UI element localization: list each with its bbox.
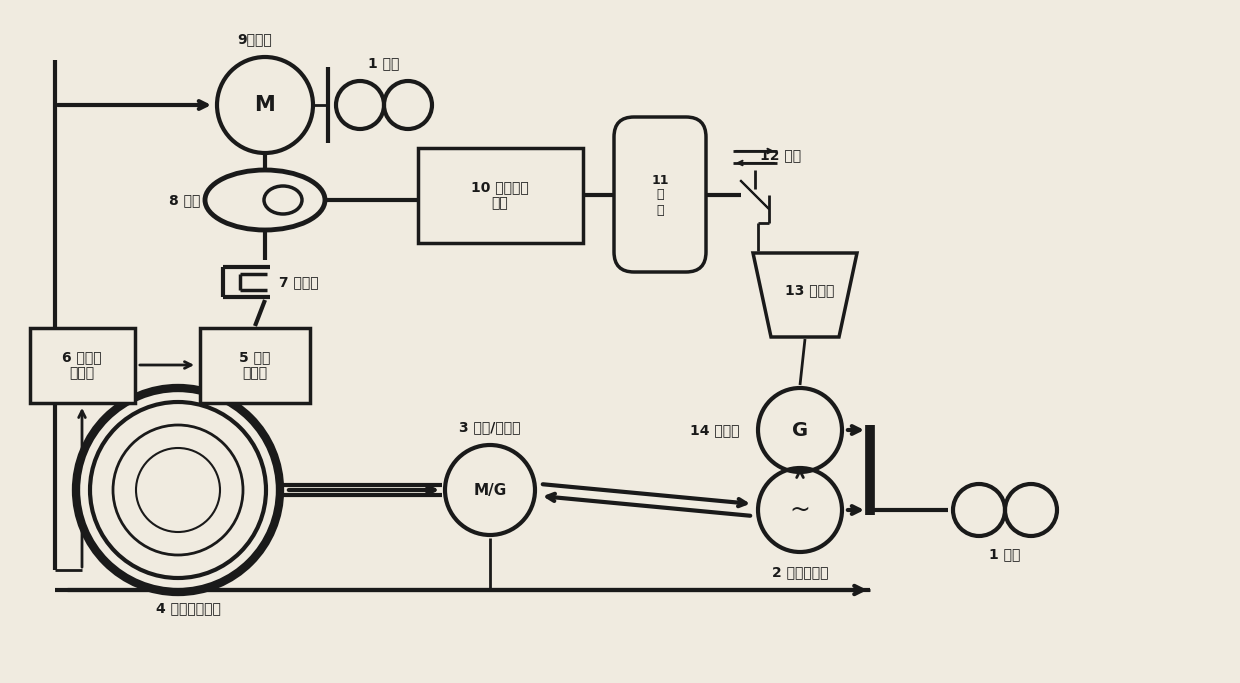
Text: 飞轮: 飞轮: [167, 481, 188, 499]
Text: 1 电网: 1 电网: [990, 547, 1021, 561]
Text: G: G: [792, 421, 808, 439]
Bar: [30, 328, 134, 402]
Text: 10 往复式压
气机: 10 往复式压 气机: [471, 180, 529, 210]
Text: 11
气
罐: 11 气 罐: [651, 173, 668, 217]
Text: 6 能量控
制模块: 6 能量控 制模块: [62, 350, 102, 380]
Circle shape: [91, 402, 267, 578]
Polygon shape: [742, 181, 769, 209]
Text: 7 离仓器: 7 离仓器: [279, 275, 319, 289]
Text: M: M: [254, 95, 275, 115]
Text: M/G: M/G: [474, 482, 507, 497]
Text: 14 发电机: 14 发电机: [691, 423, 740, 437]
Ellipse shape: [205, 170, 325, 230]
Ellipse shape: [264, 186, 303, 214]
Text: 9电动机: 9电动机: [238, 32, 273, 46]
Text: 3 发电/电动机: 3 发电/电动机: [459, 420, 521, 434]
Bar: [418, 148, 583, 242]
Circle shape: [136, 448, 219, 532]
FancyBboxPatch shape: [614, 117, 706, 272]
Circle shape: [113, 425, 243, 555]
Text: 4 能量转换模块: 4 能量转换模块: [155, 601, 221, 615]
Text: 12 气路: 12 气路: [760, 148, 801, 162]
Text: 8 转盘: 8 转盘: [170, 193, 201, 207]
Polygon shape: [753, 253, 857, 337]
Text: 13 膨胀机: 13 膨胀机: [785, 283, 835, 297]
Text: 2 间歇式电源: 2 间歇式电源: [771, 565, 828, 579]
Circle shape: [76, 388, 280, 592]
Bar: [200, 328, 310, 402]
Text: 5 无级
变速器: 5 无级 变速器: [239, 350, 270, 380]
Text: ~: ~: [790, 498, 811, 522]
Text: 1 电网: 1 电网: [368, 56, 399, 70]
